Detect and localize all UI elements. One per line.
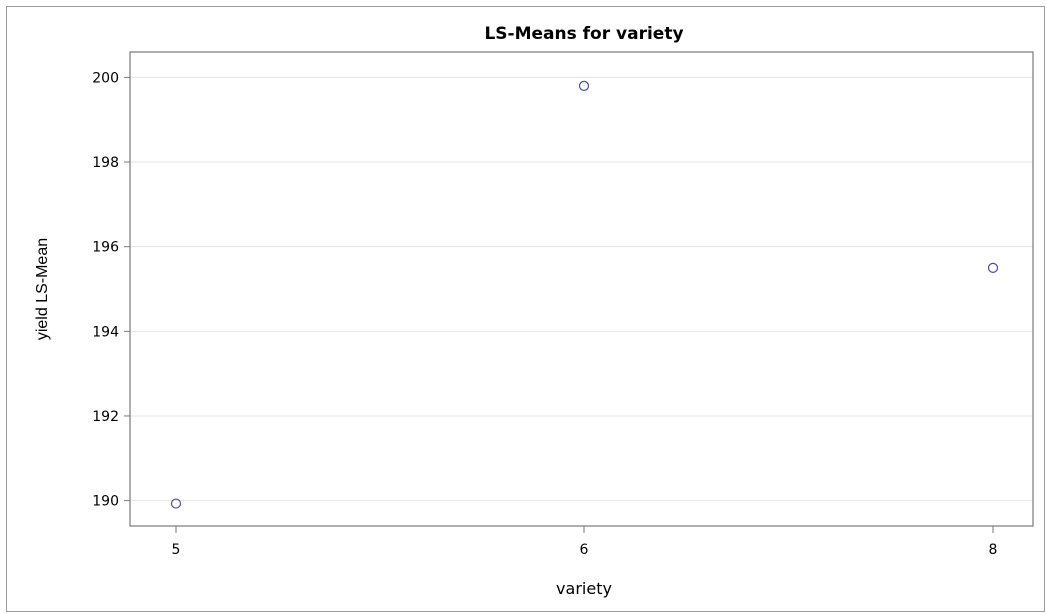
data-point [170, 498, 182, 509]
y-axis-label: yield LS-Mean [34, 238, 51, 340]
data-points [170, 80, 999, 509]
chart-title: LS-Means for variety [484, 24, 683, 44]
chart-frame [6, 6, 1045, 612]
y-gridlines [130, 76, 1033, 502]
data-point [578, 80, 590, 91]
y-tick-label: 192 [92, 409, 119, 425]
x-axis: 5 6 8 [172, 526, 998, 558]
x-axis-label: variety [556, 579, 612, 598]
x-tick-label: 6 [580, 542, 589, 558]
y-tick-label: 190 [92, 494, 119, 510]
x-tick-label: 5 [172, 542, 181, 558]
data-point [987, 262, 999, 273]
plot-area [129, 51, 1034, 527]
y-tick-label: 198 [92, 155, 119, 171]
y-tick-label: 194 [92, 324, 119, 340]
x-tick-label: 8 [989, 542, 998, 558]
y-tick-label: 196 [92, 240, 119, 256]
y-axis: 190 192 194 196 198 200 [92, 70, 130, 510]
y-tick-label: 200 [92, 70, 119, 86]
